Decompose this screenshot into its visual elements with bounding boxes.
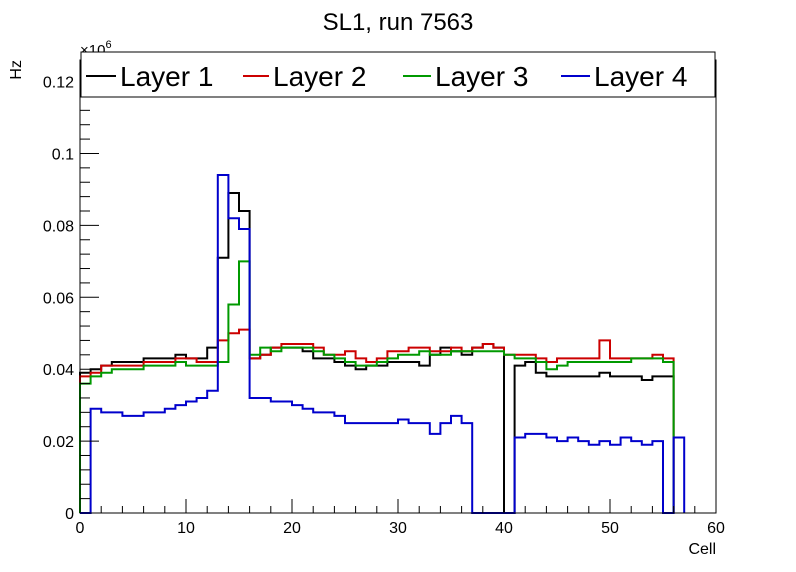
x-tick-label: 0 [76, 520, 85, 537]
x-axis-label: Cell [688, 541, 716, 558]
y-tick-label: 0.06 [43, 290, 74, 307]
x-tick-label: 60 [707, 520, 725, 537]
y-tick-label: 0.12 [43, 75, 74, 92]
legend-label-layer-1: Layer 1 [120, 61, 213, 92]
legend-label-layer-3: Layer 3 [435, 61, 528, 92]
x-axis: 0 10 20 30 40 50 60 [76, 499, 725, 537]
x-tick-label: 30 [389, 520, 407, 537]
y-tick-label: 0.04 [43, 362, 74, 379]
series-layer [79, 174, 686, 514]
legend-box [80, 51, 716, 98]
y-tick-label: 0.02 [43, 434, 74, 451]
y-tick-label: 0.1 [52, 146, 74, 163]
series-line-layer-4 [80, 174, 686, 514]
x-tick-label: 50 [601, 520, 619, 537]
x-tick-label: 10 [177, 520, 195, 537]
legend: Layer 1 Layer 2 Layer 3 Layer 4 [80, 51, 716, 98]
legend-label-layer-4: Layer 4 [594, 61, 687, 92]
y-axis-label: Hz [8, 60, 25, 80]
x-tick-label: 40 [495, 520, 513, 537]
y-tick-label: 0 [65, 506, 74, 523]
y-axis: 0 0.02 0.04 0.06 0.08 0.1 0.12 [43, 66, 99, 523]
chart-title: SL1, run 7563 [323, 9, 474, 36]
y-exponent-power: 6 [105, 39, 111, 51]
legend-label-layer-2: Layer 2 [273, 61, 366, 92]
series-line-layer-3 [79, 260, 675, 513]
y-tick-label: 0.08 [43, 218, 74, 235]
x-tick-label: 20 [283, 520, 301, 537]
